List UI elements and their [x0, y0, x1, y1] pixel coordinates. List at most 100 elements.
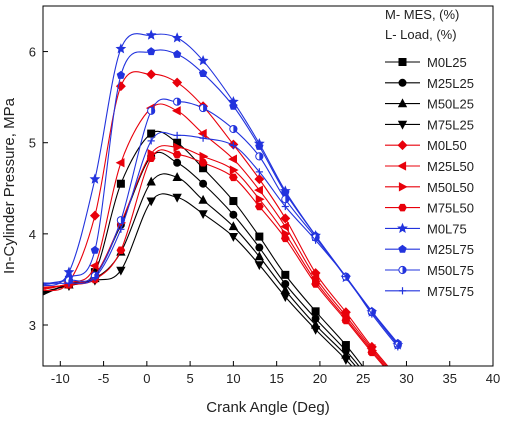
legend-header: L- Load, (%): [385, 27, 457, 42]
data-point: [90, 245, 100, 254]
data-point: [255, 243, 264, 252]
x-tick-label: 10: [226, 371, 240, 386]
y-tick-label: 5: [29, 136, 36, 151]
series-M0L50: [43, 69, 389, 366]
series-line: [43, 193, 353, 366]
x-tick-label: 0: [143, 371, 150, 386]
data-point: [229, 101, 238, 110]
data-point: [228, 221, 239, 231]
data-point: [281, 195, 290, 204]
legend-marker: [397, 140, 408, 151]
legend-label: M50L75: [427, 263, 474, 278]
data-point: [147, 106, 156, 115]
legend-marker: [398, 58, 407, 67]
data-point: [146, 154, 156, 162]
data-point: [255, 141, 264, 150]
x-tick-label: 15: [269, 371, 283, 386]
x-tick-label: -10: [51, 371, 70, 386]
data-point: [115, 158, 125, 168]
data-point: [173, 142, 183, 152]
legend-marker: [397, 161, 407, 171]
legend-marker: [398, 182, 408, 192]
data-point: [146, 176, 156, 186]
data-point: [147, 129, 156, 138]
x-tick-label: 20: [313, 371, 327, 386]
data-point: [199, 179, 208, 188]
data-point: [280, 234, 290, 243]
data-point: [228, 154, 237, 164]
data-point: [115, 43, 127, 54]
data-point: [147, 137, 155, 145]
data-point: [254, 185, 263, 195]
data-point: [255, 194, 265, 204]
data-point: [199, 151, 209, 162]
y-tick-label: 3: [29, 318, 36, 333]
series-line: [43, 98, 399, 346]
data-point: [198, 158, 208, 167]
data-point: [394, 411, 402, 419]
data-point: [280, 293, 290, 302]
series-line: [43, 49, 399, 344]
data-point: [172, 150, 182, 159]
legend-marker: [398, 287, 407, 295]
data-point: [229, 210, 238, 219]
series-M75L75: [43, 131, 402, 351]
legend-marker: [397, 98, 408, 108]
series-line: [43, 71, 389, 366]
x-tick-label: 40: [486, 371, 500, 386]
legend-item: M50L25: [385, 97, 474, 112]
x-tick-label: 25: [356, 371, 370, 386]
x-tick-label: -5: [98, 371, 110, 386]
data-point: [254, 251, 265, 261]
legend-item: M0L75: [385, 221, 467, 236]
legend-item: M75L75: [385, 284, 474, 299]
data-point: [311, 307, 320, 316]
data-point: [116, 179, 125, 188]
x-tick-label: 5: [186, 371, 193, 386]
data-point: [255, 232, 264, 241]
data-point: [89, 261, 99, 271]
data-point: [198, 194, 208, 204]
data-point: [171, 106, 181, 116]
plot-frame: [42, 5, 494, 367]
y-axis-title: In-Cylinder Pressure, MPa: [1, 97, 18, 274]
data-point: [117, 225, 125, 233]
data-point: [146, 197, 156, 207]
legend-item: M75L50: [385, 201, 474, 216]
legend-marker: [398, 203, 407, 212]
data-point: [367, 348, 377, 357]
data-point: [341, 356, 351, 365]
y-tick-label: 6: [29, 45, 36, 60]
data-point: [65, 279, 73, 287]
legend-marker: [398, 78, 407, 87]
legend-marker: [398, 265, 407, 275]
x-tick-label: 30: [399, 371, 413, 386]
legend: M- MES, (%) L- Load, (%) M0L25 M25L25 M50L25…: [385, 7, 474, 299]
legend-item: M25L25: [385, 76, 474, 91]
legend-label: M25L75: [427, 242, 474, 257]
legend-header: M- MES, (%): [385, 7, 459, 22]
data-point: [394, 405, 401, 412]
data-point: [394, 343, 402, 351]
data-point: [146, 47, 156, 56]
data-point: [255, 152, 264, 161]
data-point: [198, 210, 208, 220]
data-point: [342, 273, 350, 281]
legend-label: M25L50: [427, 159, 474, 174]
data-point: [116, 70, 126, 79]
y-tick-label: 4: [29, 227, 36, 242]
data-point: [116, 266, 126, 276]
data-point: [172, 77, 183, 88]
data-point: [341, 316, 351, 325]
data-point: [281, 202, 289, 211]
series-M25L75: [43, 47, 402, 347]
data-point: [173, 158, 182, 167]
x-axis-title: Crank Angle (Deg): [206, 399, 329, 416]
legend-label: M50L50: [427, 180, 474, 195]
data-point: [255, 168, 263, 176]
legend-item: M75L25: [385, 117, 474, 132]
data-point: [281, 270, 290, 279]
x-tick-label: 35: [442, 371, 456, 386]
data-point: [254, 261, 265, 271]
